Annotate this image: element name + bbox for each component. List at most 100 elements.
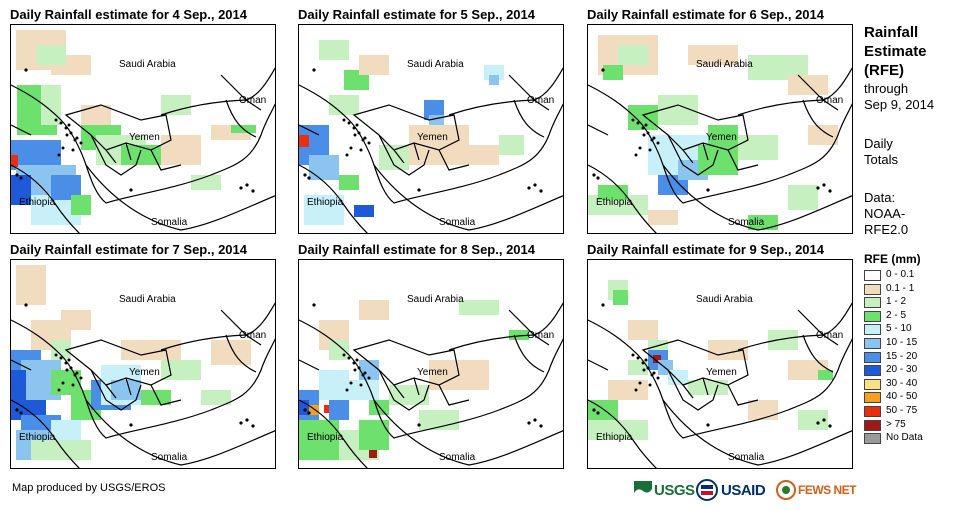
island-marker — [312, 68, 316, 72]
rainfall-cell — [354, 205, 374, 217]
border-line — [373, 399, 563, 466]
border-layer — [588, 67, 852, 233]
coastal-marker — [648, 148, 652, 152]
legend-swatch — [864, 283, 881, 295]
border-line — [85, 164, 275, 231]
country-label-oman: Oman — [527, 95, 554, 106]
map-panel-5sep: Saudi Arabia Oman Yemen Ethiopia Somalia — [298, 24, 564, 234]
legend-swatch — [864, 406, 881, 417]
coastal-marker — [656, 376, 660, 380]
island-marker — [245, 183, 249, 187]
coastal-marker — [644, 358, 648, 362]
border-line — [513, 334, 545, 373]
country-label-oman: Oman — [239, 95, 266, 106]
panel-title-6sep: Daily Rainfall estimate for 6 Sep., 2014 — [587, 7, 824, 22]
legend-label: 20 - 30 — [886, 364, 918, 376]
legend-data-source-1: NOAA- — [864, 206, 906, 221]
border-line — [225, 99, 257, 138]
map-panel-8sep: Saudi Arabia Oman Yemen Ethiopia Somalia — [298, 259, 564, 469]
coastal-marker — [79, 141, 83, 145]
rainfall-cell — [31, 440, 91, 460]
island-marker — [24, 68, 28, 72]
coastal-marker — [59, 121, 63, 125]
legend-label: No Data — [886, 432, 923, 444]
rainfall-cell — [329, 95, 359, 115]
coastal-marker — [67, 358, 71, 362]
rainfall-cell — [339, 175, 359, 190]
coastal-marker — [75, 136, 79, 140]
rainfall-layer — [299, 300, 529, 460]
border-line — [641, 339, 749, 386]
coastal-marker — [656, 141, 660, 145]
country-label-yemen: Yemen — [417, 132, 448, 143]
country-label-saudi-arabia: Saudi Arabia — [407, 294, 464, 305]
rainfall-cell — [141, 390, 171, 405]
rainfall-cell — [81, 105, 111, 125]
country-label-somalia: Somalia — [728, 452, 765, 463]
rainfall-map: Saudi Arabia Oman Yemen Ethiopia Somalia — [299, 40, 563, 233]
country-label-saudi-arabia: Saudi Arabia — [119, 294, 176, 305]
coastal-marker — [73, 138, 77, 142]
border-line — [11, 84, 275, 204]
rainfall-cell — [489, 75, 499, 85]
rainfall-cell — [161, 95, 191, 115]
legend-data-source-2: RFE2.0 — [864, 222, 909, 237]
map-panel-6sep: Saudi Arabia Oman Yemen Ethiopia Somalia — [587, 24, 853, 234]
border-line — [299, 399, 368, 468]
coastal-marker — [345, 388, 349, 392]
rainfall-cell — [459, 145, 499, 165]
border-line — [667, 134, 759, 176]
legend-label: 5 - 10 — [886, 323, 912, 335]
legend-swatch — [864, 433, 881, 445]
legend-label: 1 - 2 — [886, 296, 907, 308]
country-label-somalia: Somalia — [151, 452, 188, 463]
country-label-yemen: Yemen — [706, 367, 737, 378]
coastal-marker — [71, 148, 75, 152]
rainfall-cell — [369, 450, 377, 458]
border-line — [378, 369, 470, 411]
rainfall-map: Saudi Arabia Oman Yemen Ethiopia Somalia — [11, 30, 275, 233]
coastal-marker — [59, 356, 63, 360]
rainfall-cell — [359, 420, 389, 450]
border-line — [299, 164, 368, 233]
border-line — [378, 134, 470, 176]
coastal-marker — [367, 141, 371, 145]
rainfall-cell — [211, 340, 251, 365]
legend-swatch — [864, 392, 881, 404]
rainfall-cell — [788, 185, 818, 210]
legend-heading: RFE (mm) — [864, 252, 921, 266]
coastal-marker — [61, 146, 65, 150]
border-line — [64, 339, 172, 386]
country-label-yemen: Yemen — [417, 367, 448, 378]
coastal-marker — [363, 136, 367, 140]
border-line — [797, 309, 839, 346]
coastal-marker — [367, 376, 371, 380]
rainfall-cell — [329, 340, 349, 360]
rainfall-cell — [299, 135, 309, 147]
country-label-saudi-arabia: Saudi Arabia — [407, 59, 464, 70]
border-line — [508, 309, 550, 346]
coastal-marker — [355, 358, 359, 362]
border-line — [64, 104, 172, 151]
map-panel-7sep: Saudi Arabia Oman Yemen Ethiopia Somalia — [10, 259, 276, 469]
legend-title-line-3: (RFE) — [864, 62, 904, 79]
island-marker — [15, 173, 19, 177]
coastal-marker — [54, 118, 58, 122]
coastal-marker — [648, 383, 652, 387]
coastal-marker — [347, 356, 351, 360]
coastal-marker — [342, 118, 346, 122]
rainfall-cell — [304, 195, 344, 225]
rainfall-cell — [768, 330, 798, 350]
coastal-marker — [54, 353, 58, 357]
island-marker — [822, 418, 826, 422]
island-marker — [129, 188, 133, 192]
island-marker — [527, 186, 531, 190]
rainfall-cell — [509, 330, 529, 340]
coastal-marker — [642, 368, 646, 372]
coastal-marker — [64, 361, 68, 365]
island-marker — [533, 183, 537, 187]
island-marker — [592, 173, 596, 177]
rainfall-cell — [61, 310, 91, 330]
country-label-somalia: Somalia — [151, 217, 188, 228]
island-marker — [822, 183, 826, 187]
